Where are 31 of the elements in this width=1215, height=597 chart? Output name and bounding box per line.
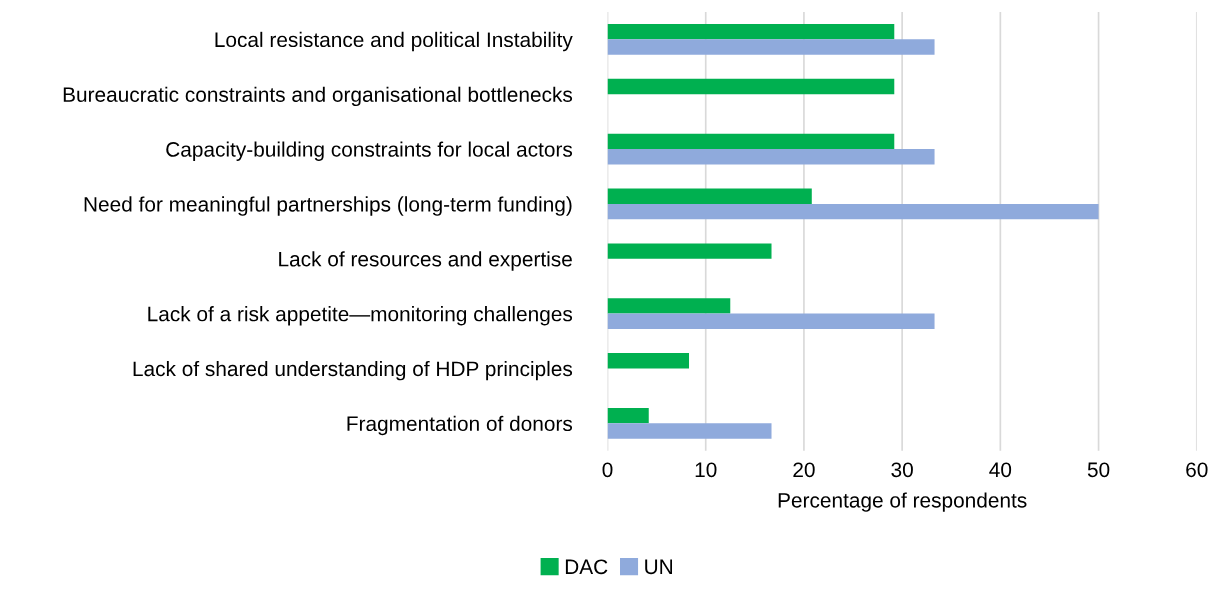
y-tick-label: Capacity-building constraints for local actors xyxy=(166,141,573,161)
bar xyxy=(607,407,649,424)
y-tick-label: Lack of shared understanding of HDP principles xyxy=(133,360,573,381)
x-tick-label: 0 xyxy=(602,462,613,478)
bar xyxy=(607,39,935,55)
y-tick-label: Need for meaningful partnerships (long-term funding) xyxy=(84,196,572,216)
y-tick-label: Lack of a risk appetite—monitoring challenges xyxy=(148,306,573,326)
bar xyxy=(607,203,1099,220)
bar xyxy=(607,423,772,439)
x-axis-title: Percentage of respondents xyxy=(778,492,1027,512)
y-tick-label: Bureaucratic constraints and organisational bottlenecks xyxy=(63,86,573,107)
x-tick-label: 60 xyxy=(1186,462,1208,478)
y-tick-label: Lack of resources and expertise xyxy=(279,251,572,271)
bar xyxy=(607,298,731,314)
bar xyxy=(607,133,895,150)
x-tick-label: 30 xyxy=(891,462,913,478)
bar xyxy=(607,24,895,40)
legend-label: UN xyxy=(645,559,673,575)
x-tick-label: 50 xyxy=(1087,462,1110,478)
bar xyxy=(607,149,935,165)
legend-label: DAC xyxy=(565,559,608,575)
bar xyxy=(607,313,935,329)
y-tick-label: Fragmentation of donors xyxy=(347,415,573,436)
bar xyxy=(607,353,690,369)
bar xyxy=(607,78,895,95)
x-tick-label: 40 xyxy=(989,462,1012,478)
y-tick-label: Local resistance and political Instability xyxy=(215,31,573,52)
bar xyxy=(607,188,812,204)
x-tick-label: 10 xyxy=(695,462,717,478)
bar xyxy=(607,243,772,259)
x-tick-label: 20 xyxy=(793,462,815,478)
